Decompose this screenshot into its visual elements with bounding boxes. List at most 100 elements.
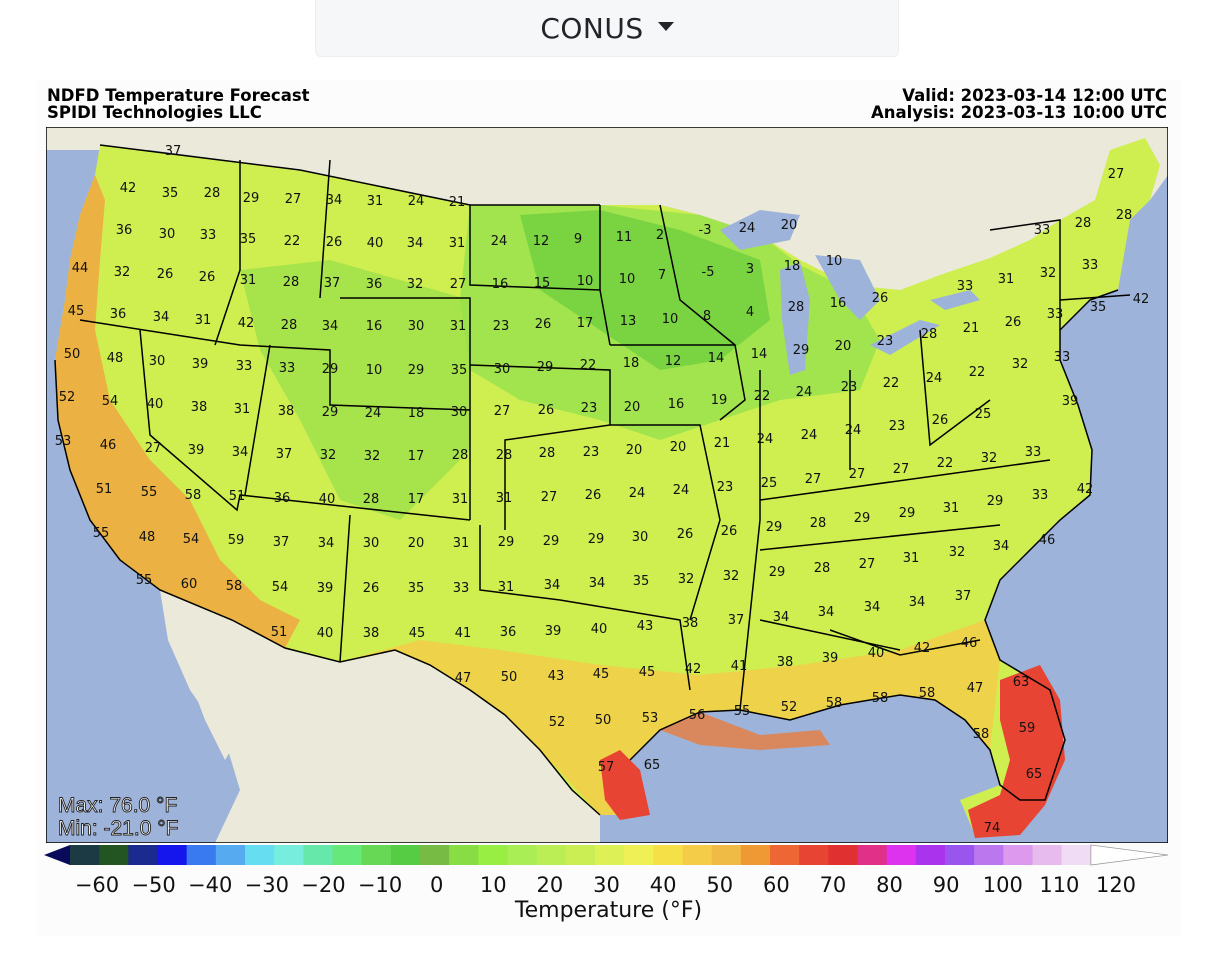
colorbar-segment — [536, 845, 567, 865]
temp-label: 59 — [228, 533, 245, 548]
temp-label: 31 — [452, 492, 469, 507]
temp-label: 39 — [1062, 394, 1079, 409]
temp-label: 27 — [859, 557, 876, 572]
temp-label: 16 — [366, 319, 383, 334]
temp-label: 35 — [408, 581, 425, 596]
temp-label: 23 — [493, 319, 510, 334]
temp-label: -5 — [702, 265, 715, 280]
temp-label: 23 — [583, 445, 600, 460]
temp-label: 58 — [185, 488, 202, 503]
temp-label: 29 — [588, 532, 605, 547]
temp-label: 31 — [450, 319, 467, 334]
temp-label: 44 — [72, 261, 89, 276]
temp-label: 42 — [1077, 482, 1094, 497]
temp-label: 30 — [494, 362, 511, 377]
temp-label: 20 — [624, 400, 641, 415]
temp-label: 28 — [281, 318, 298, 333]
temp-label: 34 — [326, 193, 343, 208]
temp-label: 34 — [909, 595, 926, 610]
temp-label: 13 — [620, 314, 637, 329]
temp-label: 52 — [781, 700, 798, 715]
temp-label: 26 — [721, 524, 738, 539]
hot-florida — [968, 665, 1065, 838]
colorbar-segment — [711, 845, 742, 865]
temp-label: 17 — [408, 449, 425, 464]
temp-label: 39 — [188, 443, 205, 458]
lake-michigan — [780, 262, 810, 375]
temp-label: 15 — [534, 276, 551, 291]
temp-label: 29 — [769, 565, 786, 580]
temp-label: 26 — [535, 317, 552, 332]
temp-label: 33 — [279, 361, 296, 376]
temp-label: 21 — [449, 195, 466, 210]
temp-label: 33 — [236, 359, 253, 374]
temp-label: 20 — [835, 339, 852, 354]
temp-label: 23 — [717, 480, 734, 495]
temp-label: 4 — [746, 305, 754, 320]
lake-superior — [720, 210, 800, 250]
temp-label: 40 — [147, 397, 164, 412]
temp-label: 29 — [987, 494, 1004, 509]
temp-label: 24 — [365, 406, 382, 421]
temp-label: 35 — [162, 186, 179, 201]
temp-label: 35 — [240, 232, 257, 247]
colorbar-tick-label: 60 — [762, 873, 790, 897]
colorbar-tick-label: 80 — [876, 873, 903, 897]
temp-label: 33 — [1082, 258, 1099, 273]
temp-label: 39 — [317, 581, 334, 596]
temp-label: 32 — [949, 545, 966, 560]
temp-label: 38 — [278, 404, 295, 419]
temp-label: 42 — [1133, 292, 1150, 307]
temp-label: 28 — [810, 516, 827, 531]
colorbar-tick-label: 100 — [982, 873, 1023, 897]
region-dropdown-label: CONUS — [540, 11, 644, 45]
temp-label: 31 — [453, 536, 470, 551]
temp-label: 50 — [501, 670, 518, 685]
temp-label: 10 — [826, 254, 843, 269]
temp-label: 47 — [455, 671, 472, 686]
lake-erie — [870, 320, 940, 355]
lake-huron — [815, 255, 880, 320]
temp-label: 58 — [226, 579, 243, 594]
chevron-down-icon — [657, 21, 674, 31]
temp-label: 37 — [165, 144, 182, 159]
temp-label: 37 — [728, 613, 745, 628]
temp-label: 57 — [598, 760, 615, 775]
temp-label: 23 — [581, 401, 598, 416]
temp-label: 34 — [407, 236, 424, 251]
temp-label: 28 — [921, 327, 938, 342]
temp-label: 37 — [955, 589, 972, 604]
temp-label: 63 — [1013, 675, 1030, 690]
colorbar-segment — [390, 845, 421, 865]
temp-label: 40 — [319, 492, 336, 507]
temp-label: 28 — [1116, 208, 1133, 223]
warm-gulf-waters — [660, 712, 830, 750]
temp-label: 33 — [1047, 307, 1064, 322]
colorbar-tick-label: −40 — [188, 873, 233, 897]
temp-label: 31 — [943, 501, 960, 516]
temp-label: 58 — [872, 691, 889, 706]
temp-label: 32 — [1040, 266, 1057, 281]
temp-label: 24 — [673, 483, 690, 498]
region-dropdown[interactable]: CONUS — [315, 0, 899, 57]
temp-label: 20 — [781, 218, 798, 233]
temp-label: 28 — [283, 275, 300, 290]
colorbar-tick-label: 70 — [819, 873, 847, 897]
temp-label: 27 — [893, 462, 910, 477]
canada-land — [46, 127, 1168, 335]
temp-label: 48 — [107, 351, 124, 366]
map-title: NDFD Temperature Forecast — [47, 86, 310, 105]
temp-label: 24 — [757, 432, 774, 447]
temp-label: 35 — [633, 574, 650, 589]
temp-label: 55 — [93, 526, 110, 541]
temp-label: 20 — [408, 536, 425, 551]
temp-label: 28 — [452, 448, 469, 463]
temp-label: 65 — [1026, 767, 1043, 782]
colorbar-segment — [420, 845, 450, 865]
temp-label: 9 — [574, 232, 582, 247]
temp-label: 34 — [818, 605, 835, 620]
colorbar-tick-label: 120 — [1095, 873, 1137, 897]
temp-label: 20 — [626, 443, 643, 458]
